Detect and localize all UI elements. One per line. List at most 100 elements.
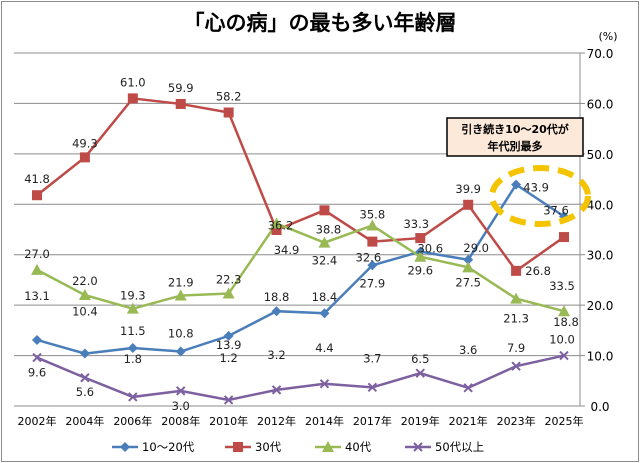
x-tick-label: 2008年 <box>161 414 200 428</box>
annotation-line-2: 年代別最多 <box>488 139 543 153</box>
legend-item-2: 40代 <box>315 440 372 454</box>
data-label: 41.8 <box>24 172 50 186</box>
data-label: 58.2 <box>216 90 242 104</box>
data-point <box>222 287 235 299</box>
data-point <box>128 392 138 402</box>
data-label: 3.2 <box>267 348 285 362</box>
x-tick-label: 2002年 <box>18 414 57 428</box>
data-point <box>463 254 474 265</box>
data-point <box>415 233 426 244</box>
x-tick-label: 2004年 <box>65 414 104 428</box>
y-tick-label: 30.0 <box>587 249 614 263</box>
data-point <box>32 352 42 363</box>
data-label: 37.6 <box>543 203 569 217</box>
data-point <box>510 292 523 304</box>
data-point <box>176 386 186 396</box>
legend-marker <box>413 442 423 452</box>
legend-item-0: 10～20代 <box>112 440 195 454</box>
data-point <box>32 334 42 345</box>
data-label: 18.8 <box>553 315 579 329</box>
data-label: 3.6 <box>459 343 477 357</box>
data-point <box>367 260 378 271</box>
data-label: 10.0 <box>549 333 575 347</box>
data-point <box>174 289 187 301</box>
legend-label: 30代 <box>255 440 282 454</box>
data-point <box>559 350 569 361</box>
series-line-3 <box>36 354 565 402</box>
annotation-box: 引き続き10～20代が 年代別最多 <box>446 117 584 157</box>
data-label: 19.3 <box>120 289 146 303</box>
data-label: 27.0 <box>24 247 50 261</box>
x-tick-label: 2021年 <box>449 414 488 428</box>
data-point <box>79 348 90 359</box>
legend-item-3: 50代以上 <box>405 440 484 454</box>
y-tick-label: 10.0 <box>587 350 614 364</box>
legend-marker <box>233 442 243 452</box>
data-label: 5.6 <box>76 385 94 399</box>
x-tick-label: 2010年 <box>209 414 248 428</box>
legend-label: 40代 <box>345 440 372 454</box>
data-point <box>366 219 379 231</box>
data-label: 18.4 <box>312 290 338 304</box>
data-point <box>175 98 186 109</box>
annotation-line-1: 引き続き10～20代が <box>461 122 569 136</box>
legend-item-1: 30代 <box>225 440 282 454</box>
data-label: 36.2 <box>268 218 294 232</box>
data-label: 27.9 <box>360 276 386 290</box>
data-label: 33.5 <box>549 279 575 293</box>
data-point <box>127 343 138 354</box>
legend-label: 10～20代 <box>142 440 195 454</box>
data-point <box>319 308 330 319</box>
data-point <box>223 395 234 405</box>
x-tick-label: 2025年 <box>545 414 584 428</box>
y-tick-label: 70.0 <box>587 47 614 61</box>
data-point <box>126 302 139 314</box>
series-line-2 <box>36 221 565 313</box>
data-label: 27.5 <box>455 275 481 289</box>
data-point <box>319 205 330 216</box>
data-label: 22.0 <box>72 274 98 288</box>
data-point <box>32 190 42 201</box>
data-point <box>79 152 90 163</box>
data-point <box>31 263 43 275</box>
y-axis-unit: (%) <box>598 30 617 43</box>
chart-title: 「心の病」の最も多い年齢層 <box>184 11 457 35</box>
data-point <box>319 379 330 389</box>
highlight-ellipse <box>489 165 591 227</box>
data-label: 18.8 <box>264 290 290 304</box>
data-point <box>270 217 283 229</box>
y-tick-label: 0.0 <box>590 400 609 414</box>
y-tick-label: 40.0 <box>587 198 614 212</box>
x-tick-label: 2019年 <box>401 414 440 428</box>
data-point <box>318 236 331 248</box>
data-label: 11.5 <box>120 324 146 338</box>
data-label: 39.9 <box>455 182 481 196</box>
data-point <box>223 107 234 118</box>
data-label: 33.3 <box>403 217 429 231</box>
data-point <box>511 361 521 371</box>
data-label: 30.6 <box>417 242 443 256</box>
data-point <box>463 199 474 210</box>
y-tick-label: 50.0 <box>587 148 614 162</box>
data-label: 34.9 <box>274 243 300 257</box>
data-point <box>511 265 522 276</box>
data-label: 21.3 <box>503 312 529 326</box>
series-line-0 <box>36 182 565 355</box>
data-label: 26.8 <box>525 264 551 278</box>
data-point <box>367 236 378 247</box>
data-point <box>175 346 186 357</box>
data-label: 38.8 <box>316 222 342 236</box>
data-point <box>271 225 282 236</box>
data-point <box>415 368 425 378</box>
legend-marker <box>322 441 334 452</box>
data-label: 29.0 <box>463 241 489 255</box>
data-point <box>558 305 570 317</box>
data-label: 22.3 <box>216 273 242 287</box>
x-tick-label: 2006年 <box>113 414 152 428</box>
data-label: 3.0 <box>172 399 190 413</box>
x-tick-label: 2014年 <box>305 414 344 428</box>
data-label: 29.6 <box>407 264 433 278</box>
data-point <box>223 330 234 341</box>
